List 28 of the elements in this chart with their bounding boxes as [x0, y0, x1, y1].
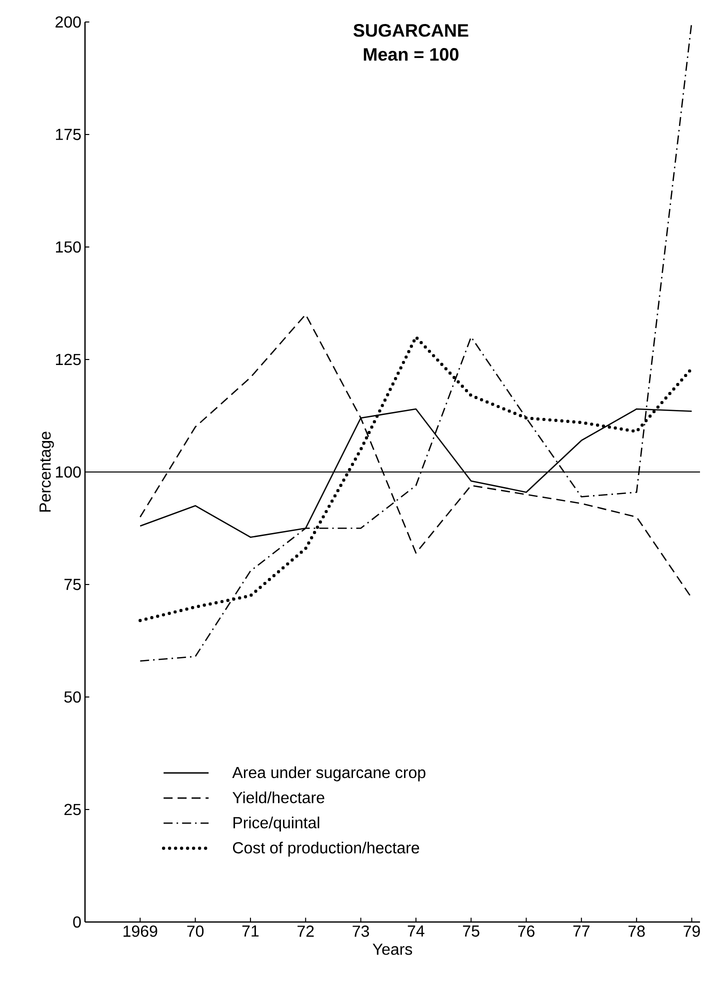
x-tick-label: 75 [463, 926, 480, 937]
x-tick-label: 79 [684, 926, 700, 937]
y-tick-label: 200 [56, 16, 81, 28]
x-tick-label: 1969 [124, 926, 158, 937]
chart-title: SUGARCANE [353, 24, 468, 37]
text: Mean = 100 [364, 48, 458, 61]
y-tick-label: 125 [56, 354, 81, 366]
x-tick-label: 74 [408, 926, 424, 937]
x-tick-label: 77 [573, 926, 590, 937]
x-tick-label: 78 [628, 926, 645, 937]
y-tick-label: 25 [64, 804, 81, 816]
legend-label: Yield/hectare [232, 792, 324, 804]
x-axis-title: Years [372, 944, 412, 955]
legend-label: Cost of production/hectare [233, 842, 420, 857]
y-tick-label: 175 [56, 128, 81, 140]
y-tick-label: 150 [56, 241, 81, 253]
y-tick-label: 50 [64, 691, 81, 703]
legend-label: Price/quintal [234, 816, 320, 832]
y-axis-title: Percentage [40, 432, 54, 512]
y-tick-label: 75 [64, 578, 81, 590]
y-tick-label: 100 [56, 466, 81, 478]
x-tick-label: 76 [518, 926, 534, 937]
x-tick-label: 70 [187, 926, 204, 937]
legend-label: Area under sugarcane crop [232, 766, 426, 782]
x-tick-label: 73 [352, 926, 369, 937]
x-tick-label: 72 [298, 926, 314, 937]
x-tick-label: 71 [242, 926, 259, 937]
y-tick-label: 0 [73, 916, 81, 928]
